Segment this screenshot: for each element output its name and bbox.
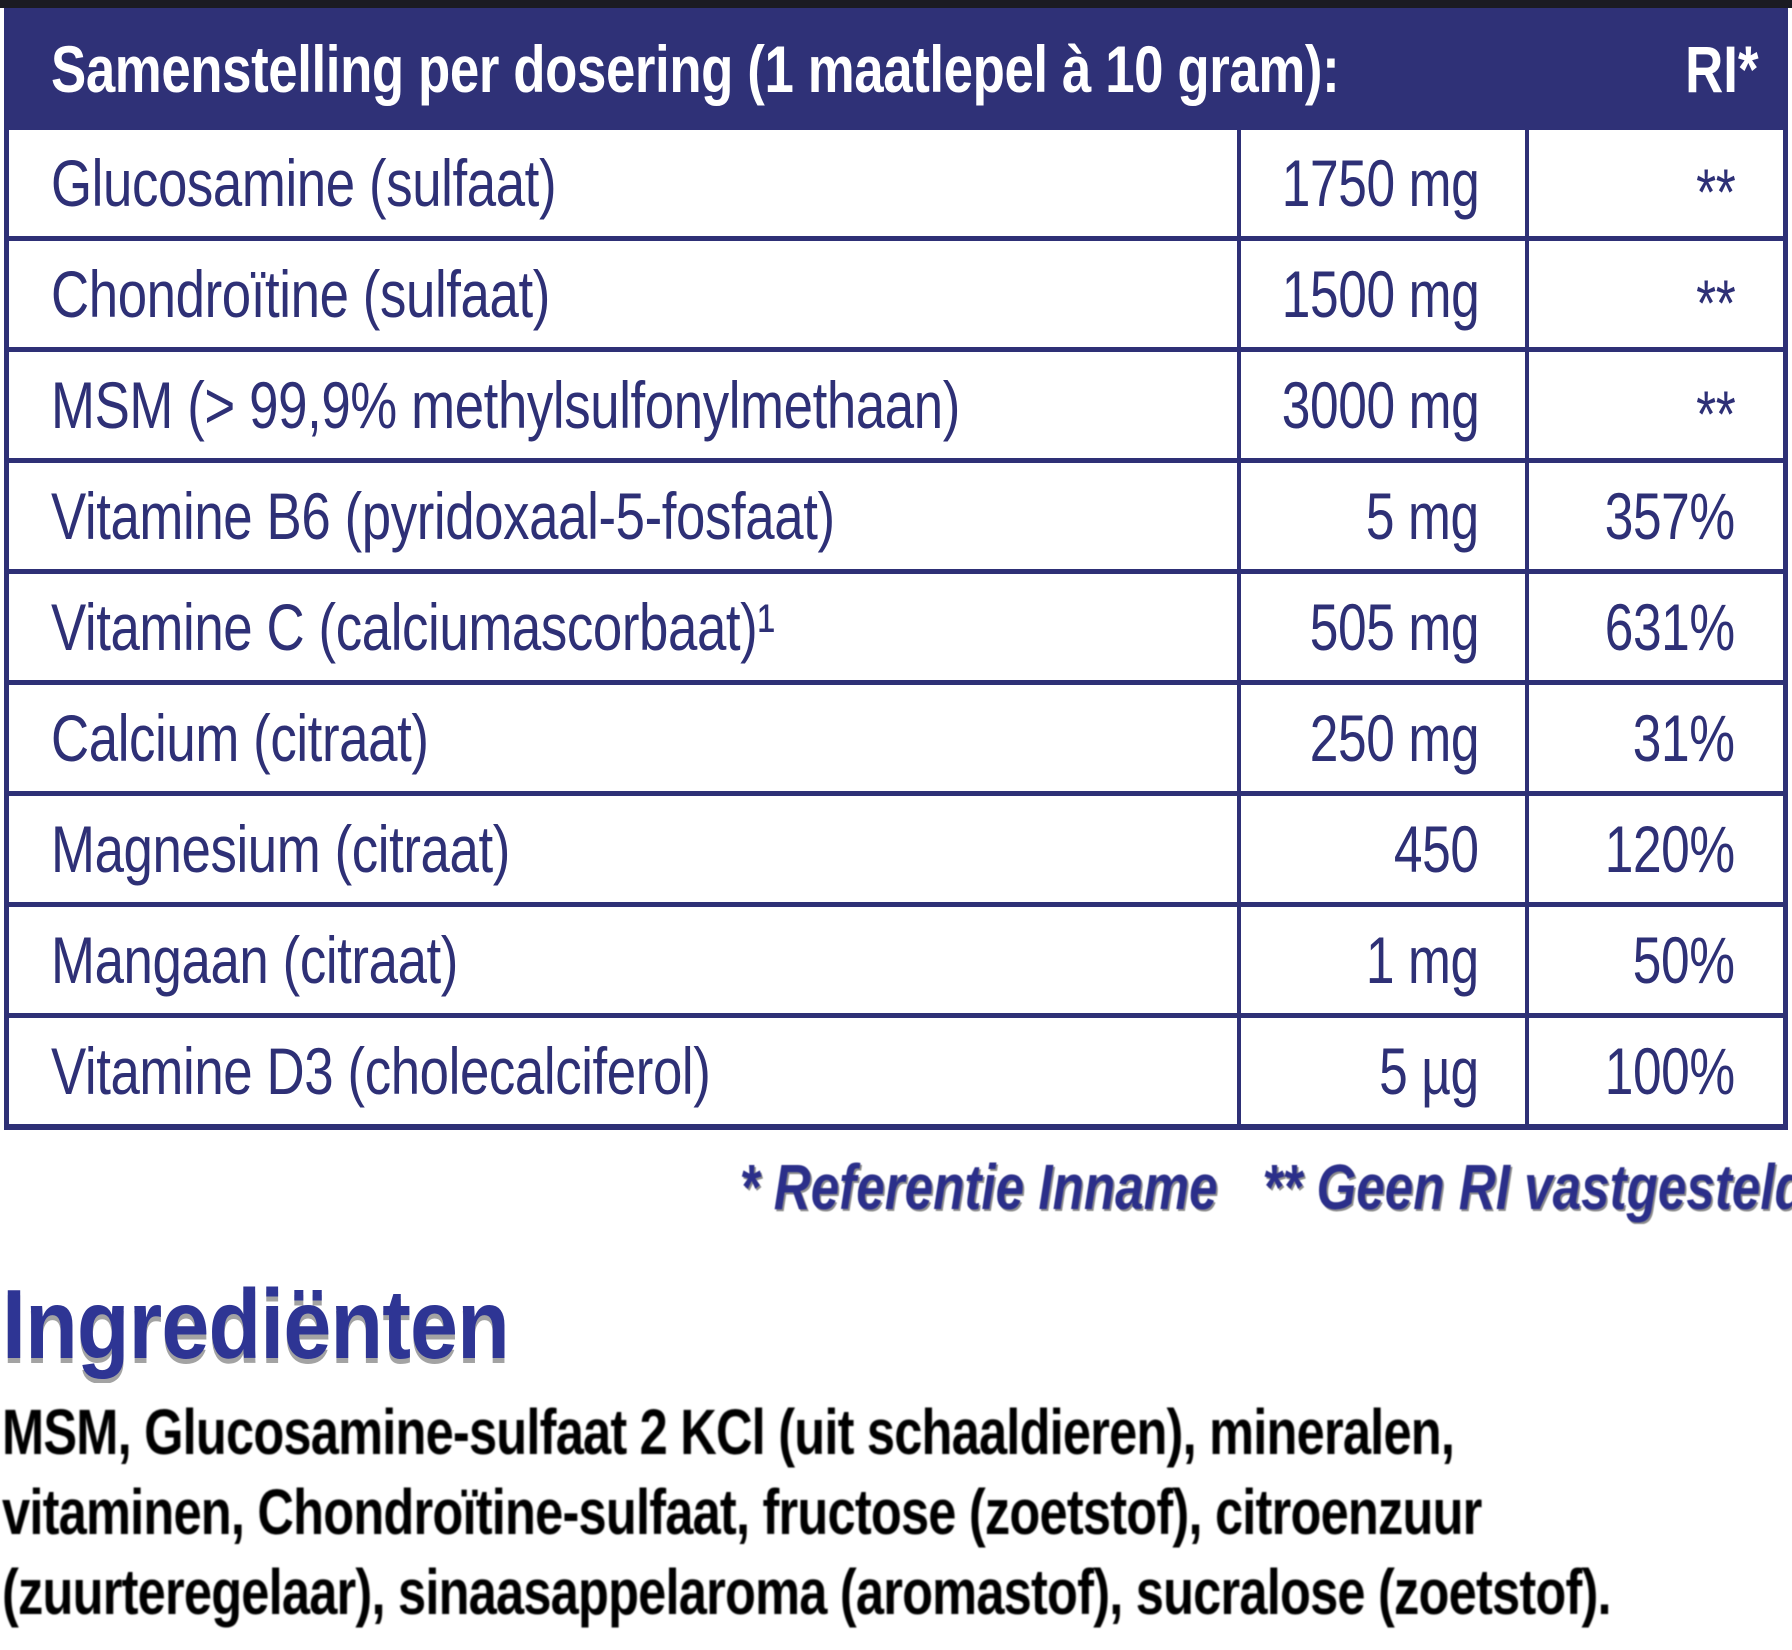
ri-cell: ** xyxy=(1525,130,1783,236)
ingredient-name-cell: Chondroïtine (sulfaat) xyxy=(9,256,1237,332)
amount-value: 450 xyxy=(1394,812,1479,886)
ingredient-name: Calcium (citraat) xyxy=(51,701,429,775)
amount-cell: 1750 mg xyxy=(1237,130,1525,236)
ri-cell: 631% xyxy=(1525,574,1783,680)
table-footnote: * Referentie Inname ** Geen RI vastgestel… xyxy=(473,1150,1792,1224)
amount-value: 3000 mg xyxy=(1281,368,1479,442)
footnote-no-ri: ** Geen RI vastgesteld xyxy=(1262,1151,1792,1223)
amount-cell: 450 xyxy=(1237,796,1525,902)
ri-value: 357% xyxy=(1604,479,1736,553)
amount-value: 1750 mg xyxy=(1281,146,1479,220)
ri-cell: ** xyxy=(1525,352,1783,458)
ingredient-name: Mangaan (citraat) xyxy=(51,923,458,997)
amount-cell: 5 mg xyxy=(1237,463,1525,569)
amount-value: 505 mg xyxy=(1309,590,1480,664)
ingredient-name: MSM (> 99,9% methylsulfonylmethaan) xyxy=(51,368,960,442)
ri-cell: 100% xyxy=(1525,1018,1783,1124)
ingredient-name: Chondroïtine (sulfaat) xyxy=(51,257,550,331)
label-top-edge xyxy=(0,0,1792,8)
amount-cell: 505 mg xyxy=(1237,574,1525,680)
ingredients-line: vitaminen, Chondroïtine-sulfaat, fructos… xyxy=(2,1476,1482,1548)
table-row: Chondroïtine (sulfaat) 1500 mg ** xyxy=(9,236,1783,347)
ri-cell: 50% xyxy=(1525,907,1783,1013)
ri-cell: 120% xyxy=(1525,796,1783,902)
ingredient-name-cell: Vitamine B6 (pyridoxaal-5-fosfaat) xyxy=(9,478,1237,554)
table-title: Samenstelling per dosering (1 maatlepel … xyxy=(9,31,1661,107)
ingredients-line: MSM, Glucosamine-sulfaat 2 KCl (uit scha… xyxy=(2,1396,1455,1468)
table-row: Vitamine C (calciumascorbaat)¹ 505 mg 63… xyxy=(9,569,1783,680)
amount-value: 1 mg xyxy=(1366,923,1479,997)
ri-column-header: RI* xyxy=(1661,31,1783,107)
ingredient-name-cell: Vitamine D3 (cholecalciferol) xyxy=(9,1033,1237,1109)
ingredient-name-cell: MSM (> 99,9% methylsulfonylmethaan) xyxy=(9,367,1237,443)
ingredients-line: (zuurteregelaar), sinaasappelaroma (arom… xyxy=(2,1556,1612,1628)
composition-table: Samenstelling per dosering (1 maatlepel … xyxy=(4,8,1788,1130)
ri-cell: ** xyxy=(1525,241,1783,347)
ri-value: 50% xyxy=(1633,923,1735,997)
ingredient-name: Vitamine B6 (pyridoxaal-5-fosfaat) xyxy=(51,479,835,553)
ingredient-name-cell: Magnesium (citraat) xyxy=(9,811,1237,887)
ri-cell: 31% xyxy=(1525,685,1783,791)
ri-cell: 357% xyxy=(1525,463,1783,569)
ingredients-heading-text: Ingrediënten xyxy=(2,1269,510,1379)
ri-value: 31% xyxy=(1633,701,1735,775)
table-header-row: Samenstelling per dosering (1 maatlepel … xyxy=(9,8,1783,130)
table-row: Magnesium (citraat) 450 120% xyxy=(9,791,1783,902)
table-row: MSM (> 99,9% methylsulfonylmethaan) 3000… xyxy=(9,347,1783,458)
ingredient-name-cell: Vitamine C (calciumascorbaat)¹ xyxy=(9,589,1237,665)
amount-cell: 250 mg xyxy=(1237,685,1525,791)
table-row: Vitamine D3 (cholecalciferol) 5 µg 100% xyxy=(9,1013,1783,1124)
ri-value: 631% xyxy=(1604,590,1736,664)
ri-value: 120% xyxy=(1604,812,1736,886)
amount-cell: 5 µg xyxy=(1237,1018,1525,1124)
table-title-text: Samenstelling per dosering (1 maatlepel … xyxy=(51,32,1340,106)
ri-value: ** xyxy=(1695,377,1736,452)
ingredient-name: Glucosamine (sulfaat) xyxy=(51,146,557,220)
amount-cell: 1 mg xyxy=(1237,907,1525,1013)
ri-value: ** xyxy=(1695,266,1736,341)
ingredients-heading: Ingrediënten xyxy=(2,1268,578,1381)
ingredient-name: Vitamine C (calciumascorbaat)¹ xyxy=(51,590,775,664)
ingredient-name-cell: Calcium (citraat) xyxy=(9,700,1237,776)
ingredient-name-cell: Glucosamine (sulfaat) xyxy=(9,145,1237,221)
amount-value: 5 mg xyxy=(1366,479,1479,553)
footnote-reference-intake: * Referentie Inname xyxy=(739,1151,1218,1223)
table-row: Mangaan (citraat) 1 mg 50% xyxy=(9,902,1783,1013)
amount-value: 1500 mg xyxy=(1281,257,1479,331)
table-row: Glucosamine (sulfaat) 1750 mg ** xyxy=(9,130,1783,236)
ri-value: 100% xyxy=(1604,1034,1736,1108)
amount-cell: 3000 mg xyxy=(1237,352,1525,458)
ri-column-header-text: RI* xyxy=(1685,32,1759,106)
ingredient-name: Magnesium (citraat) xyxy=(51,812,510,886)
ri-value: ** xyxy=(1695,155,1736,230)
amount-value: 5 µg xyxy=(1379,1034,1479,1108)
amount-cell: 1500 mg xyxy=(1237,241,1525,347)
table-row: Calcium (citraat) 250 mg 31% xyxy=(9,680,1783,791)
ingredient-name: Vitamine D3 (cholecalciferol) xyxy=(51,1034,711,1108)
table-row: Vitamine B6 (pyridoxaal-5-fosfaat) 5 mg … xyxy=(9,458,1783,569)
amount-value: 250 mg xyxy=(1309,701,1480,775)
ingredients-paragraph: MSM, Glucosamine-sulfaat 2 KCl (uit scha… xyxy=(2,1392,1792,1632)
ingredient-name-cell: Mangaan (citraat) xyxy=(9,922,1237,998)
